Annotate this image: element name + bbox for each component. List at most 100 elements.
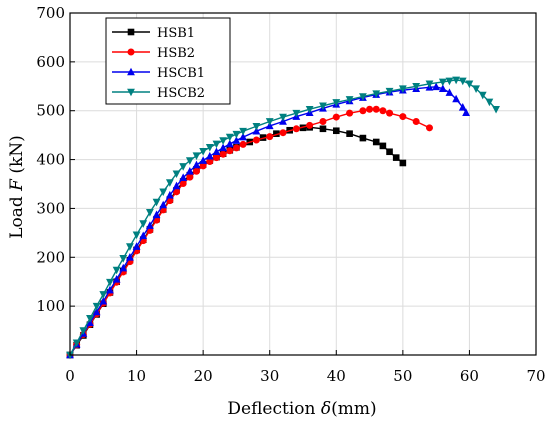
data-point: [139, 231, 148, 240]
data-point: [79, 327, 88, 335]
data-point: [425, 80, 434, 89]
data-point: [106, 285, 114, 294]
data-point: [485, 98, 494, 107]
data-point: [132, 231, 141, 240]
data-point: [152, 198, 161, 207]
data-point: [332, 99, 341, 107]
data-point: [173, 188, 181, 196]
data-point: [305, 105, 314, 114]
axis-ticks: 0 10 20 30 40 50 60 70 100 200 300 400 500 600 700: [36, 4, 545, 385]
data-point: [392, 154, 400, 161]
data-point: [126, 252, 134, 261]
data-point: [438, 84, 447, 93]
data-point: [119, 254, 128, 263]
data-point: [252, 123, 261, 131]
data-point: [206, 158, 214, 166]
legend-item-hsb1: HSB1: [112, 26, 195, 41]
data-point: [132, 242, 141, 250]
data-point: [462, 108, 470, 116]
data-point: [458, 77, 467, 86]
data-point: [106, 278, 114, 287]
data-point: [192, 167, 200, 175]
data-point: [219, 143, 228, 152]
data-point: [159, 188, 168, 197]
data-point: [438, 78, 447, 87]
data-point: [452, 76, 461, 85]
data-point: [425, 124, 433, 132]
data-point: [232, 136, 241, 144]
data-point: [319, 117, 327, 125]
data-point: [279, 113, 287, 122]
data-point: [225, 139, 234, 148]
data-point: [445, 77, 454, 86]
data-point: [205, 144, 214, 152]
data-point: [359, 93, 367, 101]
data-point: [112, 274, 121, 283]
data-point: [185, 166, 194, 175]
data-point: [445, 88, 454, 96]
data-point: [412, 82, 421, 91]
series-hscb1: [66, 82, 470, 359]
data-point: [212, 147, 221, 156]
data-point: [319, 125, 327, 133]
data-point: [366, 105, 374, 113]
legend-label: HSCB1: [157, 66, 205, 81]
data-point: [372, 138, 380, 146]
y-tick-label: 700: [36, 4, 65, 22]
x-tick-label: 40: [327, 367, 346, 385]
x-tick-label: 0: [65, 367, 75, 385]
data-point: [279, 129, 287, 137]
series-line: [69, 126, 404, 356]
series-line: [69, 108, 430, 356]
data-point: [399, 113, 407, 121]
data-point: [119, 263, 128, 272]
data-point: [239, 132, 247, 141]
data-point: [179, 173, 188, 181]
data-point: [386, 109, 394, 117]
data-point: [192, 152, 201, 160]
data-point: [458, 102, 467, 111]
legend-marker: [127, 48, 135, 56]
data-point: [99, 291, 108, 299]
x-axis-title-unit: (mm): [331, 399, 377, 419]
data-point: [152, 210, 161, 219]
y-tick-label: 400: [36, 151, 65, 169]
data-point: [172, 170, 181, 179]
y-axis-title-symbol: F: [7, 178, 27, 192]
data-point: [252, 126, 261, 135]
legend-item-hscb2: HSCB2: [112, 86, 205, 101]
data-point: [199, 162, 207, 170]
data-point: [226, 147, 234, 155]
y-tick-label: 100: [36, 297, 65, 315]
data-point: [212, 154, 220, 162]
data-point: [165, 190, 174, 199]
data-point: [399, 159, 407, 167]
legend-label: HSCB2: [157, 86, 205, 101]
data-point: [372, 105, 380, 113]
data-point: [232, 130, 241, 139]
data-point: [219, 150, 227, 158]
data-point: [359, 107, 367, 115]
data-point: [266, 133, 274, 141]
data-point: [199, 156, 208, 164]
x-tick-label: 50: [393, 367, 412, 385]
data-point: [345, 96, 354, 104]
data-point: [478, 91, 487, 100]
data-point: [185, 157, 194, 165]
data-point: [92, 307, 101, 316]
data-point: [225, 133, 234, 142]
legend-label: HSB1: [157, 26, 195, 41]
data-point: [165, 179, 174, 187]
data-point: [186, 173, 194, 181]
data-point: [179, 180, 187, 188]
data-point: [292, 109, 301, 118]
data-point: [205, 151, 214, 160]
data-point: [179, 163, 188, 171]
data-point: [346, 109, 354, 117]
data-point: [465, 80, 474, 89]
series-layer: [66, 76, 500, 360]
data-point: [219, 137, 228, 145]
data-point: [139, 220, 148, 228]
x-tick-label: 10: [127, 367, 146, 385]
data-point: [265, 118, 274, 126]
